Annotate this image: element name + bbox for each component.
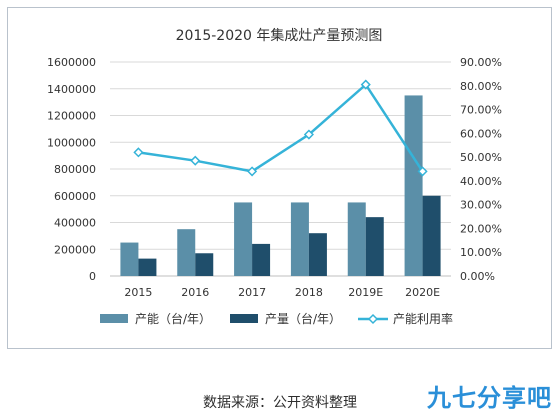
right-tick-label: 40.00% bbox=[460, 175, 502, 188]
legend-swatch bbox=[230, 314, 258, 323]
left-tick-label: 800000 bbox=[54, 163, 96, 176]
output-bar bbox=[252, 243, 271, 276]
capacity-bar bbox=[347, 202, 366, 276]
legend-swatch bbox=[100, 314, 128, 323]
chart-title: 2015-2020 年集成灶产量预测图 bbox=[176, 27, 383, 44]
legend: 产能（台/年） 产量（台/年） 产能利用率 bbox=[100, 311, 453, 326]
output-bar bbox=[365, 217, 384, 276]
utilization-point bbox=[190, 155, 201, 166]
utilization-point bbox=[247, 166, 258, 177]
legend-label: 产量（台/年） bbox=[265, 311, 341, 326]
left-tick-label: 600000 bbox=[54, 190, 96, 203]
left-tick-label: 1400000 bbox=[47, 83, 96, 96]
output-bar bbox=[308, 233, 327, 276]
chart-svg: 2015-2020 年集成灶产量预测图 0 200000 400000 600000 8… bbox=[47, 27, 502, 326]
legend-marker bbox=[367, 313, 379, 325]
right-tick-label: 30.00% bbox=[460, 199, 502, 212]
right-tick-label: 50.00% bbox=[460, 151, 502, 164]
bar-series bbox=[120, 95, 441, 276]
x-category-label: 2018 bbox=[295, 286, 323, 299]
x-axis-categories: 2015 2016 2017 2018 2019E 2020E bbox=[124, 286, 440, 299]
x-category-label: 2015 bbox=[124, 286, 152, 299]
legend-label: 产能（台/年） bbox=[135, 311, 211, 326]
x-category-label: 2016 bbox=[181, 286, 209, 299]
left-tick-label: 1600000 bbox=[47, 56, 96, 69]
x-category-label: 2017 bbox=[238, 286, 266, 299]
grid-lines bbox=[110, 61, 451, 277]
right-tick-label: 80.00% bbox=[460, 80, 502, 93]
right-tick-label: 0.00% bbox=[460, 270, 495, 283]
line-series bbox=[133, 79, 428, 177]
utilization-point bbox=[360, 79, 371, 90]
output-bar bbox=[422, 195, 441, 276]
legend-label: 产能利用率 bbox=[393, 311, 453, 326]
right-tick-label: 90.00% bbox=[460, 56, 502, 69]
capacity-bar bbox=[177, 229, 196, 276]
x-category-label: 2020E bbox=[405, 286, 440, 299]
utilization-line bbox=[138, 82, 424, 173]
capacity-bar bbox=[404, 95, 423, 276]
watermark-logo: 九七分享吧 bbox=[427, 384, 552, 412]
output-bar bbox=[195, 253, 214, 276]
right-axis-ticks: 0.00% 10.00% 20.00% 30.00% 40.00% 50.00% 60.00… bbox=[460, 56, 502, 283]
right-tick-label: 10.00% bbox=[460, 246, 502, 259]
capacity-bar bbox=[234, 202, 253, 276]
utilization-point bbox=[133, 147, 144, 158]
capacity-bar bbox=[290, 202, 309, 276]
left-tick-label: 1000000 bbox=[47, 136, 96, 149]
x-category-label: 2019E bbox=[348, 286, 383, 299]
left-tick-label: 1200000 bbox=[47, 110, 96, 123]
right-tick-label: 60.00% bbox=[460, 127, 502, 140]
left-tick-label: 0 bbox=[89, 270, 96, 283]
right-tick-label: 20.00% bbox=[460, 222, 502, 235]
left-axis-ticks: 0 200000 400000 600000 800000 1000000 1200000 1… bbox=[47, 56, 96, 283]
utilization-point bbox=[417, 166, 428, 177]
capacity-bar bbox=[120, 242, 139, 276]
chart-frame: 2015-2020 年集成灶产量预测图 0 200000 400000 600000 8… bbox=[7, 7, 552, 349]
utilization-point bbox=[303, 129, 314, 140]
left-tick-label: 400000 bbox=[54, 217, 96, 230]
output-bar bbox=[138, 258, 157, 276]
source-note: 数据来源：公开资料整理 bbox=[203, 395, 357, 411]
left-tick-label: 200000 bbox=[54, 243, 96, 256]
right-tick-label: 70.00% bbox=[460, 104, 502, 117]
